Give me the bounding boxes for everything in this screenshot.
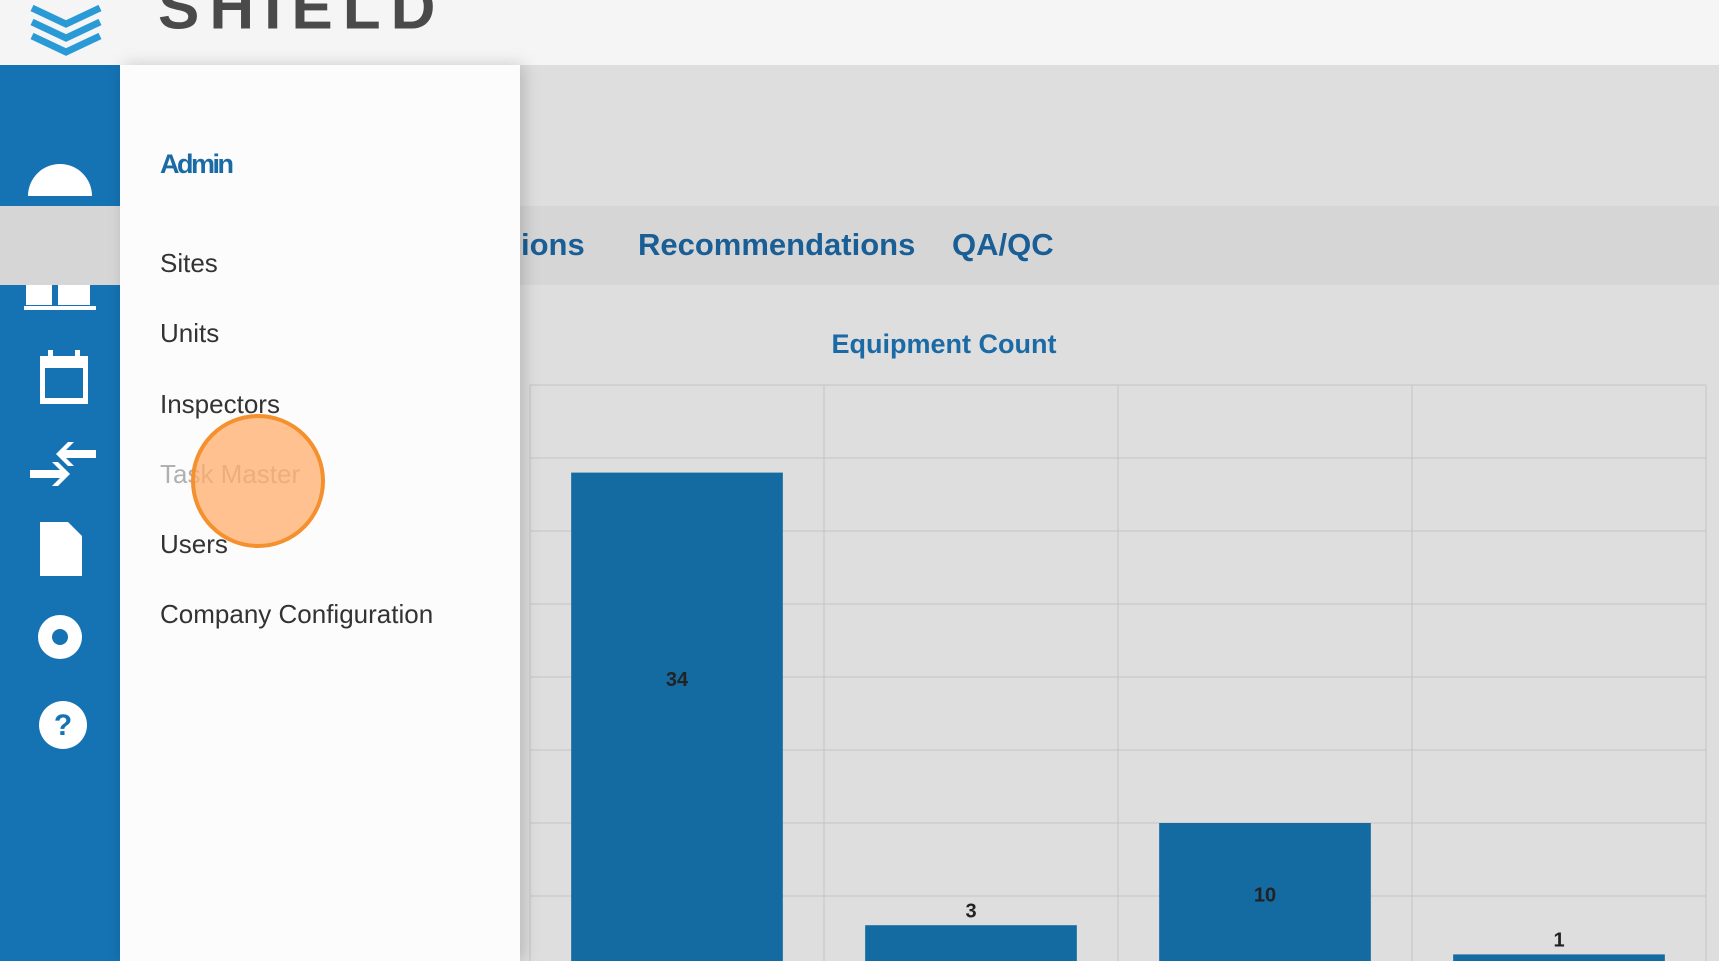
menu-item[interactable]: Units: [160, 318, 219, 348]
admin-menu: [120, 65, 520, 961]
document-icon[interactable]: [40, 522, 82, 576]
bar: [571, 472, 783, 961]
menu-item[interactable]: Users: [160, 529, 228, 559]
logo-text: SHIELD: [158, 0, 445, 42]
bar: [1159, 823, 1371, 961]
click-indicator: [191, 414, 325, 548]
dashboard-icon[interactable]: [28, 164, 92, 196]
settings-hole: [52, 629, 68, 645]
bar-label: 1: [1553, 930, 1564, 952]
bar: [1453, 954, 1665, 961]
chart: ions Recommendations QA/QC Equipment Count 3…: [521, 227, 1707, 961]
menu-title: Admin: [160, 149, 234, 179]
bar: [865, 925, 1077, 961]
tab[interactable]: QA/QC: [952, 227, 1054, 262]
sidebar: [0, 65, 120, 961]
bar-label: 3: [965, 900, 976, 922]
chart-title: Equipment Count: [832, 329, 1057, 359]
help-glyph: ?: [54, 709, 72, 742]
menu-item[interactable]: Sites: [160, 248, 218, 278]
calendar-icon[interactable]: [40, 350, 88, 404]
bar-label: 34: [666, 669, 689, 691]
compare-icon[interactable]: [30, 442, 96, 486]
logo-icon: [30, 4, 102, 56]
menu-item[interactable]: Inspectors: [160, 389, 280, 419]
bar-label: 10: [1254, 884, 1276, 906]
help-icon[interactable]: [39, 701, 87, 749]
tab[interactable]: Recommendations: [638, 227, 915, 262]
menu-item[interactable]: Company Configuration: [160, 599, 433, 629]
header: [0, 0, 1719, 65]
tab[interactable]: ions: [521, 227, 585, 262]
